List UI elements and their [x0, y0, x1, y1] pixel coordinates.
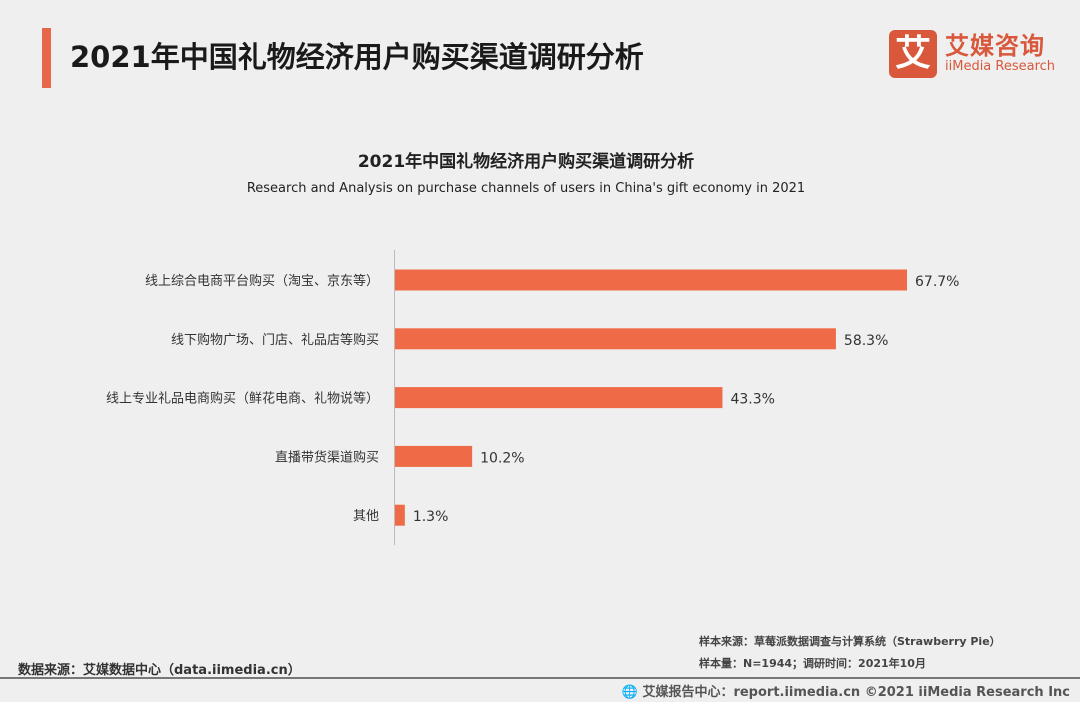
bar — [395, 387, 723, 409]
category-label: 线上专业礼品电商购买（鲜花电商、礼物说等） — [106, 391, 379, 407]
sample-size: 样本量：N=1944；调研时间：2021年10月 — [699, 657, 926, 670]
category-label: 其他 — [353, 509, 379, 524]
data-label: 43.3% — [730, 392, 774, 408]
data-source: 数据来源：艾媒数据中心（data.iimedia.cn） — [18, 663, 301, 678]
data-label: 67.7% — [915, 274, 959, 290]
sample-source: 样本来源：草莓派数据调查与计算系统（Strawberry Pie） — [699, 635, 1001, 648]
category-label: 线上综合电商平台购买（淘宝、京东等） — [145, 273, 379, 289]
category-label: 直播带货渠道购买 — [275, 449, 379, 465]
footer-divider — [0, 677, 1080, 679]
data-label: 58.3% — [844, 333, 888, 349]
data-label: 1.3% — [413, 509, 449, 525]
page-title: 2021年中国礼物经济用户购买渠道调研分析 — [70, 40, 644, 74]
logo: 艾 艾媒咨询 iiMedia Research — [889, 30, 1055, 78]
data-label: 10.2% — [480, 450, 524, 466]
bar — [395, 328, 836, 350]
bar — [395, 504, 405, 526]
logo-cn: 艾媒咨询 — [945, 32, 1045, 60]
title-accent-bar — [42, 28, 51, 88]
copyright: 🌐 艾媒报告中心：report.iimedia.cn ©2021 iiMedia… — [621, 685, 1070, 700]
chart-title: 2021年中国礼物经济用户购买渠道调研分析 — [357, 152, 695, 172]
logo-icon: 艾 — [889, 30, 937, 78]
category-label: 线下购物广场、门店、礼品店等购买 — [171, 332, 379, 348]
bar — [395, 445, 473, 467]
logo-en: iiMedia Research — [945, 59, 1056, 74]
bar — [395, 269, 907, 291]
chart-subtitle: Research and Analysis on purchase channe… — [246, 181, 806, 196]
